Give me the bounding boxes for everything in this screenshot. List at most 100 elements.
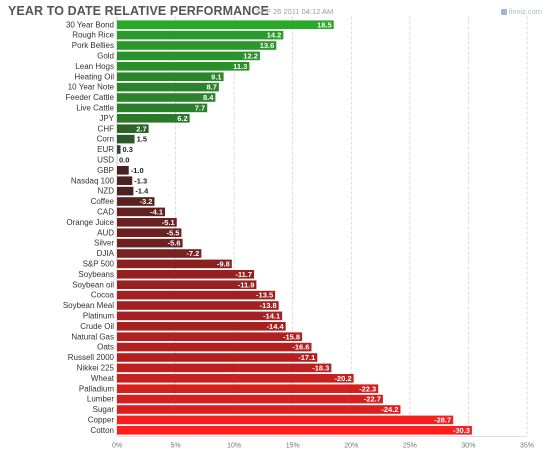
value-label: 8.7	[206, 83, 216, 92]
value-label: -30.3	[453, 426, 470, 435]
bar[interactable]	[117, 30, 284, 40]
value-label: 11.3	[233, 62, 247, 71]
timestamp: SEP 26 2011 04:12 AM	[256, 7, 334, 16]
value-label: 0.3	[123, 145, 133, 154]
value-label: -1.4	[135, 187, 149, 196]
bar[interactable]	[117, 238, 183, 248]
bar[interactable]	[117, 186, 134, 196]
bar[interactable]	[117, 342, 312, 352]
value-label: -17.1	[298, 353, 315, 362]
category-label: Orange Juice	[66, 218, 114, 227]
bar[interactable]	[117, 72, 224, 81]
value-label: -22.3	[359, 384, 376, 393]
value-label: -9.8	[217, 260, 230, 269]
bar[interactable]	[117, 280, 257, 289]
bar[interactable]	[117, 426, 472, 435]
category-label: Gold	[97, 52, 114, 61]
x-tick-label: 30%	[461, 443, 475, 450]
category-label: CAD	[97, 208, 114, 217]
bar[interactable]	[117, 134, 135, 144]
value-label: 9.1	[211, 72, 221, 81]
bar[interactable]	[117, 51, 260, 61]
value-label: 14.2	[267, 31, 282, 40]
bar[interactable]	[117, 20, 334, 29]
value-label: 6.2	[177, 114, 187, 123]
bar[interactable]	[117, 332, 303, 341]
bar[interactable]	[117, 124, 149, 133]
value-label: 0.0	[119, 156, 129, 165]
bar[interactable]	[117, 228, 182, 237]
value-label: 1.5	[137, 135, 147, 144]
value-label: 7.7	[195, 104, 205, 113]
category-label: Nasdaq 100	[71, 176, 115, 185]
bar[interactable]	[117, 197, 155, 206]
bar[interactable]	[117, 145, 121, 154]
bar[interactable]	[117, 41, 277, 50]
bar[interactable]	[117, 176, 133, 185]
bar[interactable]	[117, 82, 219, 92]
bar[interactable]	[117, 62, 250, 71]
bar[interactable]	[117, 405, 401, 414]
category-label: 10 Year Note	[68, 83, 115, 92]
category-label: Soybean Meal	[63, 301, 114, 310]
bar[interactable]	[117, 93, 216, 102]
category-label: Nikkei 225	[77, 364, 115, 373]
x-tick-label: 35%	[520, 443, 534, 450]
bar[interactable]	[117, 207, 166, 217]
category-label: Crude Oil	[80, 322, 114, 331]
finviz-logo-icon	[500, 9, 507, 15]
value-label: -15.8	[283, 332, 300, 341]
bar[interactable]	[117, 384, 379, 393]
value-label: 12.2	[243, 52, 258, 61]
bar[interactable]	[117, 259, 232, 269]
category-label: Lumber	[87, 395, 114, 404]
value-label: -5.6	[168, 239, 181, 248]
bar[interactable]	[117, 249, 202, 258]
value-label: -18.3	[312, 364, 329, 373]
bar[interactable]	[117, 394, 383, 404]
category-label: Rough Rice	[72, 31, 114, 40]
value-label: -1.0	[131, 166, 144, 175]
category-label: CHF	[98, 124, 115, 133]
category-label: USD	[97, 156, 114, 165]
bar[interactable]	[117, 166, 129, 175]
category-label: Corn	[97, 135, 114, 144]
bar[interactable]	[117, 290, 276, 300]
category-label: Feeder Cattle	[66, 93, 115, 102]
watermark[interactable]: finviz.com	[500, 7, 542, 16]
x-tick-label: 0%	[112, 443, 122, 450]
bar[interactable]	[117, 374, 354, 383]
value-label: 2.7	[136, 124, 146, 133]
category-label: Platinum	[83, 312, 114, 321]
bar[interactable]	[117, 322, 286, 331]
category-label: EUR	[97, 145, 114, 154]
bar[interactable]	[117, 270, 255, 279]
category-label: Heating Oil	[74, 72, 114, 81]
category-label: Oats	[97, 343, 114, 352]
category-label: Silver	[94, 239, 114, 248]
value-label: -20.2	[335, 374, 352, 383]
bar[interactable]	[117, 114, 190, 123]
bar[interactable]	[117, 103, 208, 113]
value-label: -5.1	[162, 218, 175, 227]
bar[interactable]	[117, 363, 332, 373]
chart-header: YEAR TO DATE RELATIVE PERFORMANCE SEP 26…	[8, 3, 542, 21]
category-label: Natural Gas	[71, 332, 114, 341]
bar[interactable]	[117, 311, 283, 321]
bar[interactable]	[117, 415, 454, 425]
bar[interactable]	[117, 301, 279, 310]
value-label: -13.8	[260, 301, 277, 310]
value-label: 18.5	[317, 20, 332, 29]
value-label: -14.1	[263, 312, 280, 321]
watermark-text: finviz.com	[508, 7, 542, 16]
category-label: DJIA	[97, 249, 115, 258]
bar[interactable]	[117, 353, 318, 362]
value-label: 8.4	[203, 93, 214, 102]
category-label: Soybean oil	[72, 280, 114, 289]
category-label: Palladium	[79, 384, 114, 393]
x-tick-label: 25%	[403, 443, 417, 450]
value-label: -7.2	[186, 249, 199, 258]
category-label: GBP	[97, 166, 114, 175]
chart-title: YEAR TO DATE RELATIVE PERFORMANCE	[8, 4, 269, 18]
bar[interactable]	[117, 218, 177, 227]
